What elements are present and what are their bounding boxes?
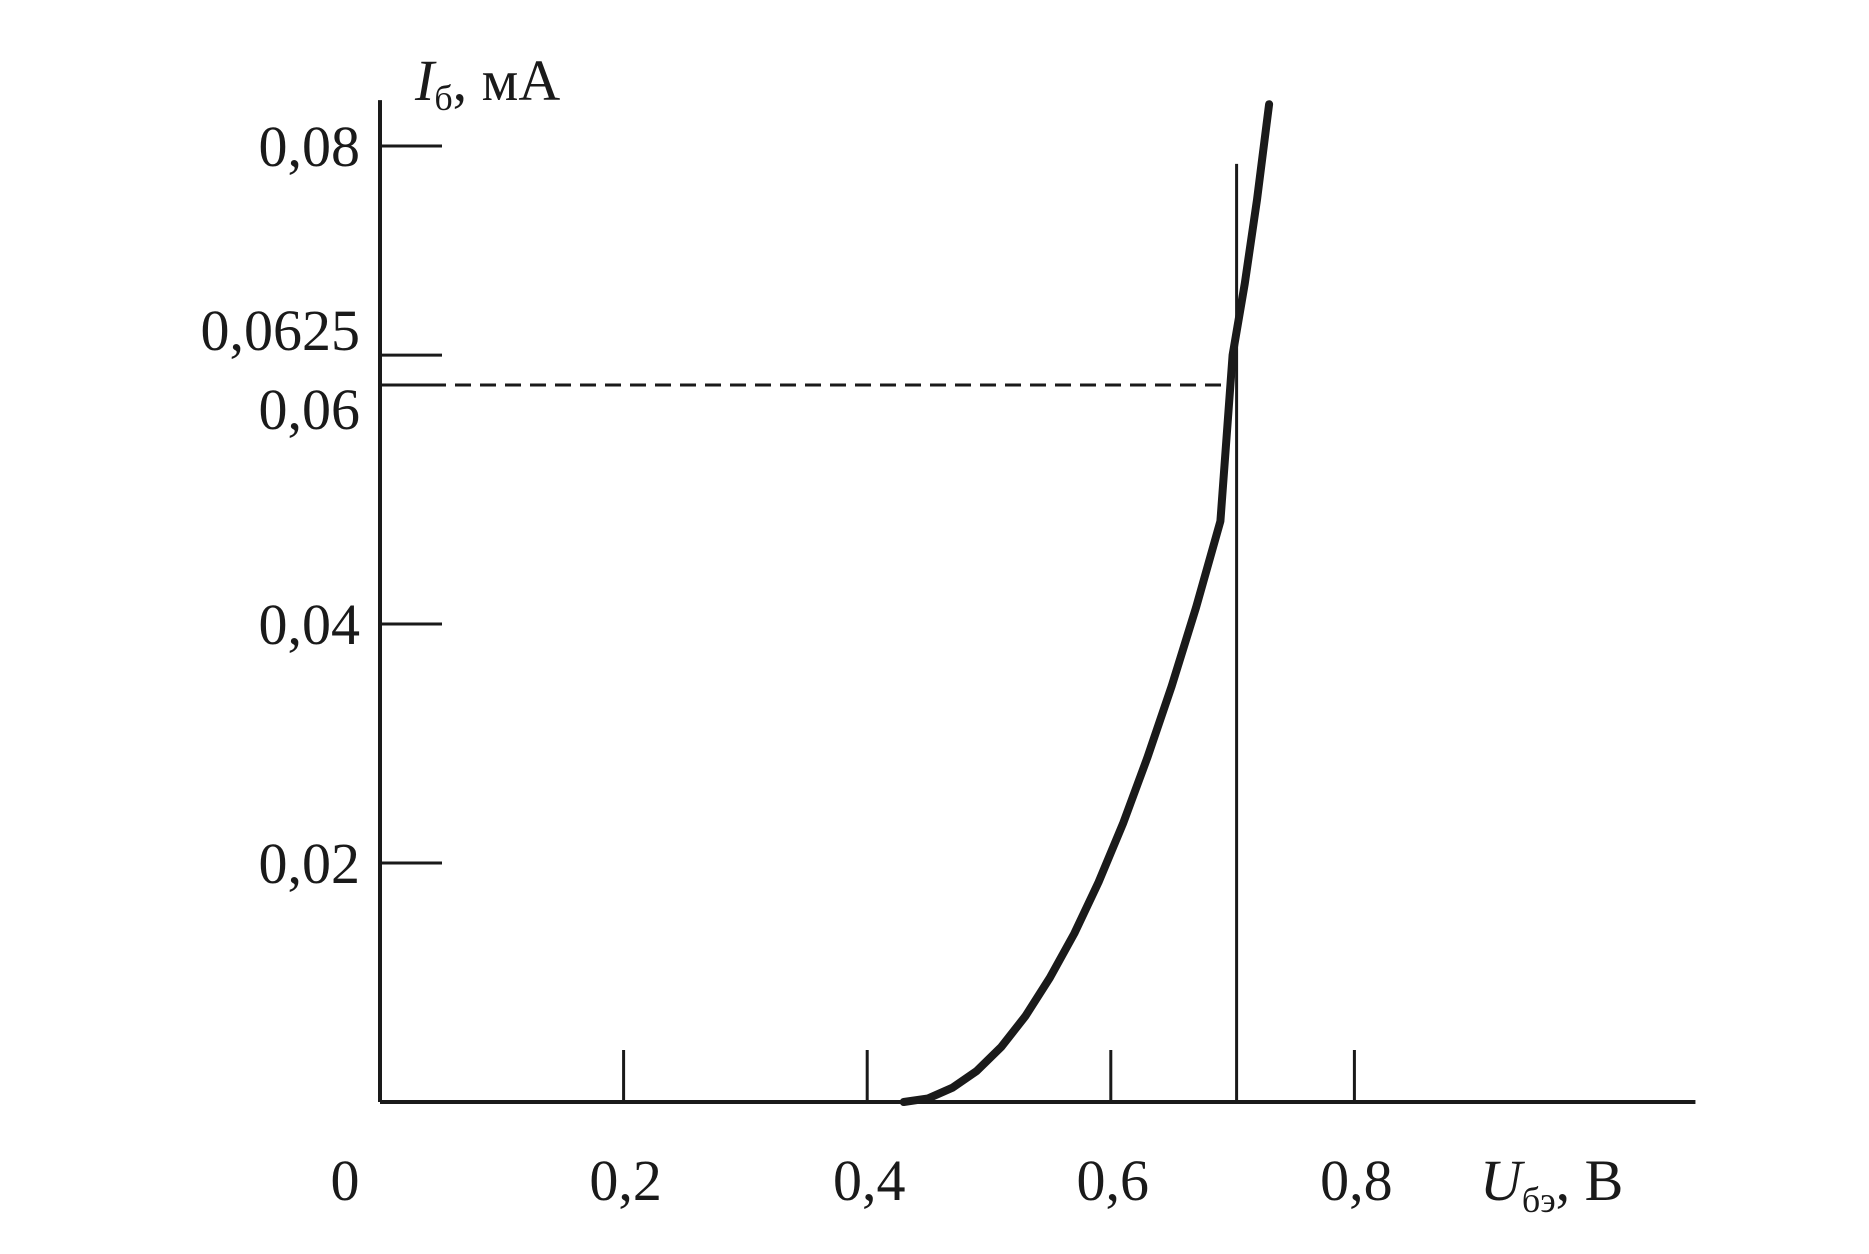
origin-label: 0	[331, 1148, 360, 1213]
axes	[378, 100, 1696, 1104]
x-axis-symbol: U	[1480, 1148, 1526, 1213]
series-curve	[899, 100, 1274, 1106]
y-axis-unit: , мА	[453, 48, 561, 113]
x-axis-subscript: бэ	[1522, 1180, 1556, 1220]
y-axis-title: Iб, мА	[414, 48, 560, 118]
series	[899, 100, 1274, 1106]
x-tick-label: 0,8	[1320, 1148, 1393, 1213]
y-tick-label: 0,04	[259, 592, 361, 657]
annotations	[380, 163, 1239, 1102]
y-tick-label: 0,06	[259, 377, 361, 442]
y-tick-label: 0,0625	[201, 298, 361, 363]
x-tick-label: 0,2	[589, 1148, 662, 1213]
labels: 0 Iб, мА Uбэ, В 0,2 0,4 0,6 0,8 0,02 0,04 0,06…	[201, 48, 1624, 1220]
ticks	[380, 144, 1356, 1102]
y-tick-label: 0,08	[259, 114, 361, 179]
y-axis-subscript: б	[434, 78, 452, 118]
x-tick-label: 0,4	[833, 1148, 906, 1213]
y-tick-label: 0,02	[259, 831, 361, 896]
x-axis-title: Uбэ, В	[1480, 1148, 1623, 1220]
x-axis-unit: , В	[1556, 1148, 1624, 1213]
y-axis-symbol: I	[414, 48, 437, 113]
x-tick-label: 0,6	[1077, 1148, 1150, 1213]
